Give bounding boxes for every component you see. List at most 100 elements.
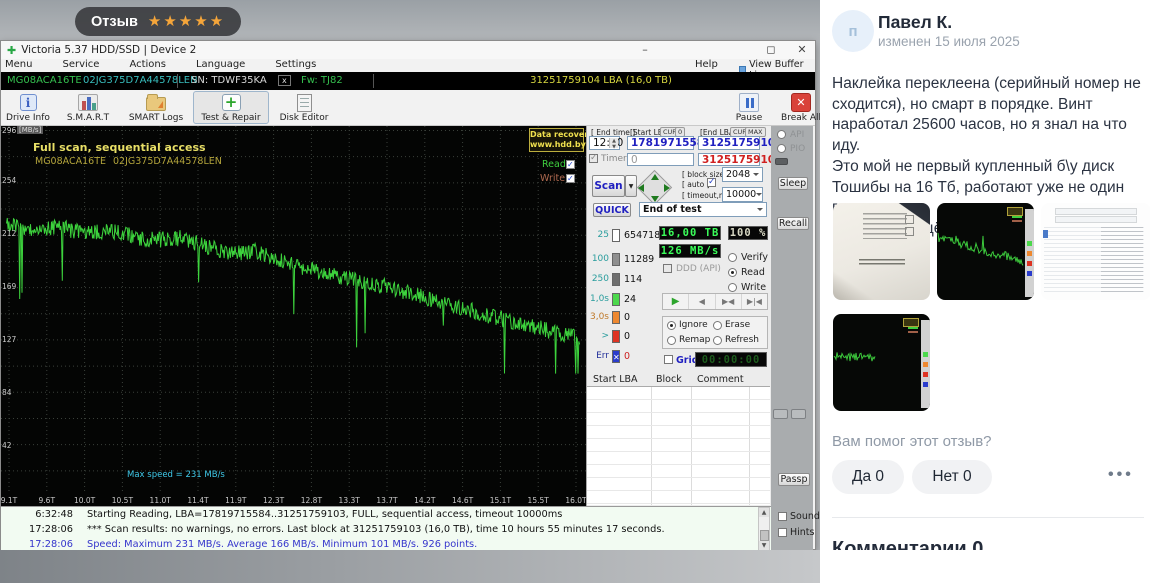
- log-scrollbar[interactable]: ▲ ▼: [758, 507, 770, 551]
- scroll-up-arrow-icon[interactable]: ▲: [759, 508, 769, 517]
- counter-block-icon: [612, 253, 620, 266]
- arrow-down-icon[interactable]: [651, 196, 659, 202]
- mini-read-write-marks: [908, 327, 918, 329]
- play-button[interactable]: ▶: [663, 294, 690, 309]
- start-lba-input[interactable]: 17819715584: [627, 136, 711, 150]
- toolbar-button-pause[interactable]: Pause: [728, 91, 770, 124]
- device-info-bar: MG08ACA16TE 02JG375D7A44578LEN SN: TDWF3…: [1, 72, 815, 90]
- minimize-button[interactable]: –: [642, 43, 648, 56]
- review-more-button[interactable]: •••: [1108, 466, 1134, 483]
- folder-icon-glyph: [146, 94, 166, 111]
- end-lba-input[interactable]: 31251759103: [698, 136, 782, 150]
- attachment-hdd-label-photo[interactable]: [833, 203, 930, 300]
- recall-button[interactable]: Recall: [777, 217, 809, 230]
- maximize-button[interactable]: ◻: [766, 43, 776, 56]
- toolbar-button-smart-logs[interactable]: SMART Logs: [123, 91, 189, 124]
- sound-checkbox[interactable]: [778, 512, 787, 521]
- percent-led-value: 100 %: [729, 227, 767, 239]
- counter-block-icon: [612, 229, 620, 242]
- pio-radio-label: PIO: [790, 144, 806, 154]
- timer-led: 00:00:00: [695, 352, 767, 367]
- attachment-victoria-graph-screenshot[interactable]: [937, 203, 1034, 300]
- sidebar-bottom: Sound Hints: [771, 506, 820, 551]
- erase-radio[interactable]: [713, 321, 722, 330]
- scan-button[interactable]: Scan: [592, 175, 625, 197]
- hints-checkbox[interactable]: [778, 528, 787, 537]
- remap-radio[interactable]: [667, 336, 676, 345]
- toolbar-button-drive-info[interactable]: i Drive Info: [3, 91, 53, 124]
- attachment-victoria-graph-screenshot-2[interactable]: [833, 314, 930, 411]
- menu-bar: Menu Service Actions Language Settings Help …: [1, 59, 815, 81]
- grid-checkbox[interactable]: [664, 355, 673, 364]
- start-lba-label: [Start LBA]: [630, 128, 672, 137]
- helpful-no-button[interactable]: Нет 0: [912, 460, 992, 494]
- menu-item-language[interactable]: Language: [195, 59, 246, 70]
- scroll-down-arrow-icon[interactable]: ▼: [759, 541, 769, 550]
- timer-checkbox[interactable]: [589, 153, 598, 163]
- star-icon: ★: [178, 13, 195, 30]
- arrow-right-icon[interactable]: [664, 184, 670, 192]
- end-of-test-dropdown[interactable]: End of test: [639, 202, 767, 217]
- passp-button[interactable]: Passp: [778, 473, 810, 486]
- sleep-button[interactable]: Sleep: [778, 177, 808, 190]
- auto-checkbox[interactable]: [707, 177, 716, 187]
- ddd-checkbox[interactable]: [663, 264, 672, 273]
- counter-label-1-0s: 1,0s: [589, 294, 609, 304]
- toolbar-button-disk-editor[interactable]: Disk Editor: [273, 91, 335, 124]
- x-tick-label: 10.0T: [73, 496, 96, 505]
- end-time-input[interactable]: 12:00 ▲▼: [589, 136, 623, 150]
- scrollbar-thumb[interactable]: [760, 530, 769, 541]
- arrow-up-icon[interactable]: [651, 174, 659, 180]
- spinner-arrows[interactable]: ▲ ▼: [609, 138, 618, 150]
- scan-device-model: MG08ACA16TE: [35, 156, 107, 167]
- folder-icon: [145, 93, 167, 112]
- arrow-left-icon[interactable]: [638, 184, 644, 192]
- skip-button[interactable]: ▶|◀: [746, 297, 762, 306]
- timer-input[interactable]: 0: [627, 153, 694, 166]
- victoria-app-icon: ✚: [7, 43, 17, 57]
- seek-pad[interactable]: [634, 169, 674, 206]
- mini-speed-line: [833, 352, 876, 362]
- recall-button-label: Recall: [778, 218, 808, 229]
- verify-radio[interactable]: [728, 253, 737, 262]
- read-radio[interactable]: [728, 268, 737, 277]
- table-header-block: Block: [656, 374, 682, 385]
- prev-button[interactable]: ◀: [689, 294, 716, 309]
- smart-header-row: [1055, 216, 1137, 223]
- attachment-smart-table-screenshot[interactable]: [1041, 203, 1150, 300]
- defect-table[interactable]: [587, 386, 770, 505]
- write-checkbox[interactable]: [566, 174, 575, 183]
- sidebar-mini-button-1[interactable]: [773, 409, 788, 419]
- helpful-question: Вам помог этот отзыв?: [832, 433, 992, 450]
- toolbar-button-break-all[interactable]: ✕ Break All: [772, 91, 820, 124]
- transport-controls: ▶ ◀ ▶◀ ▶|◀: [662, 293, 768, 310]
- log-area[interactable]: 6:32:48 Starting Reading, LBA=17819715584…: [1, 506, 771, 551]
- sidebar-mini-button-2[interactable]: [791, 409, 806, 419]
- menu-item-settings[interactable]: Settings: [275, 59, 317, 70]
- scan-dropdown-button[interactable]: ▼: [625, 175, 637, 197]
- close-button[interactable]: ✕: [797, 43, 807, 56]
- toolbar-button-test-repair[interactable]: + Test & Repair: [193, 91, 269, 124]
- refresh-radio[interactable]: [713, 336, 722, 345]
- log-time: 17:28:06: [29, 539, 73, 550]
- read-checkbox[interactable]: [566, 160, 575, 169]
- helpful-yes-button[interactable]: Да 0: [832, 460, 904, 494]
- write-radio[interactable]: [728, 283, 737, 292]
- quick-button[interactable]: QUICK: [593, 203, 631, 217]
- y-axis-max: 296: [2, 126, 17, 135]
- label-cert-mark: [905, 227, 914, 236]
- menu-item-help[interactable]: Help: [695, 59, 718, 70]
- menu-item-actions[interactable]: Actions: [129, 59, 166, 70]
- ignore-radio[interactable]: [667, 321, 676, 330]
- mini-graph: [833, 352, 876, 362]
- toolbar-button-s-m-a-r-t[interactable]: S.M.A.R.T: [57, 91, 119, 124]
- timeout-dropdown[interactable]: 10000: [722, 187, 763, 202]
- block-size-dropdown[interactable]: 2048: [722, 167, 763, 182]
- menu-item-service[interactable]: Service: [62, 59, 100, 70]
- jump-button[interactable]: ▶◀: [716, 294, 742, 309]
- pause-icon: [738, 93, 760, 112]
- api-radio[interactable]: [777, 130, 786, 139]
- menu-item-menu[interactable]: Menu: [5, 59, 33, 70]
- pio-radio[interactable]: [777, 144, 786, 153]
- star-icon: ★: [194, 13, 210, 30]
